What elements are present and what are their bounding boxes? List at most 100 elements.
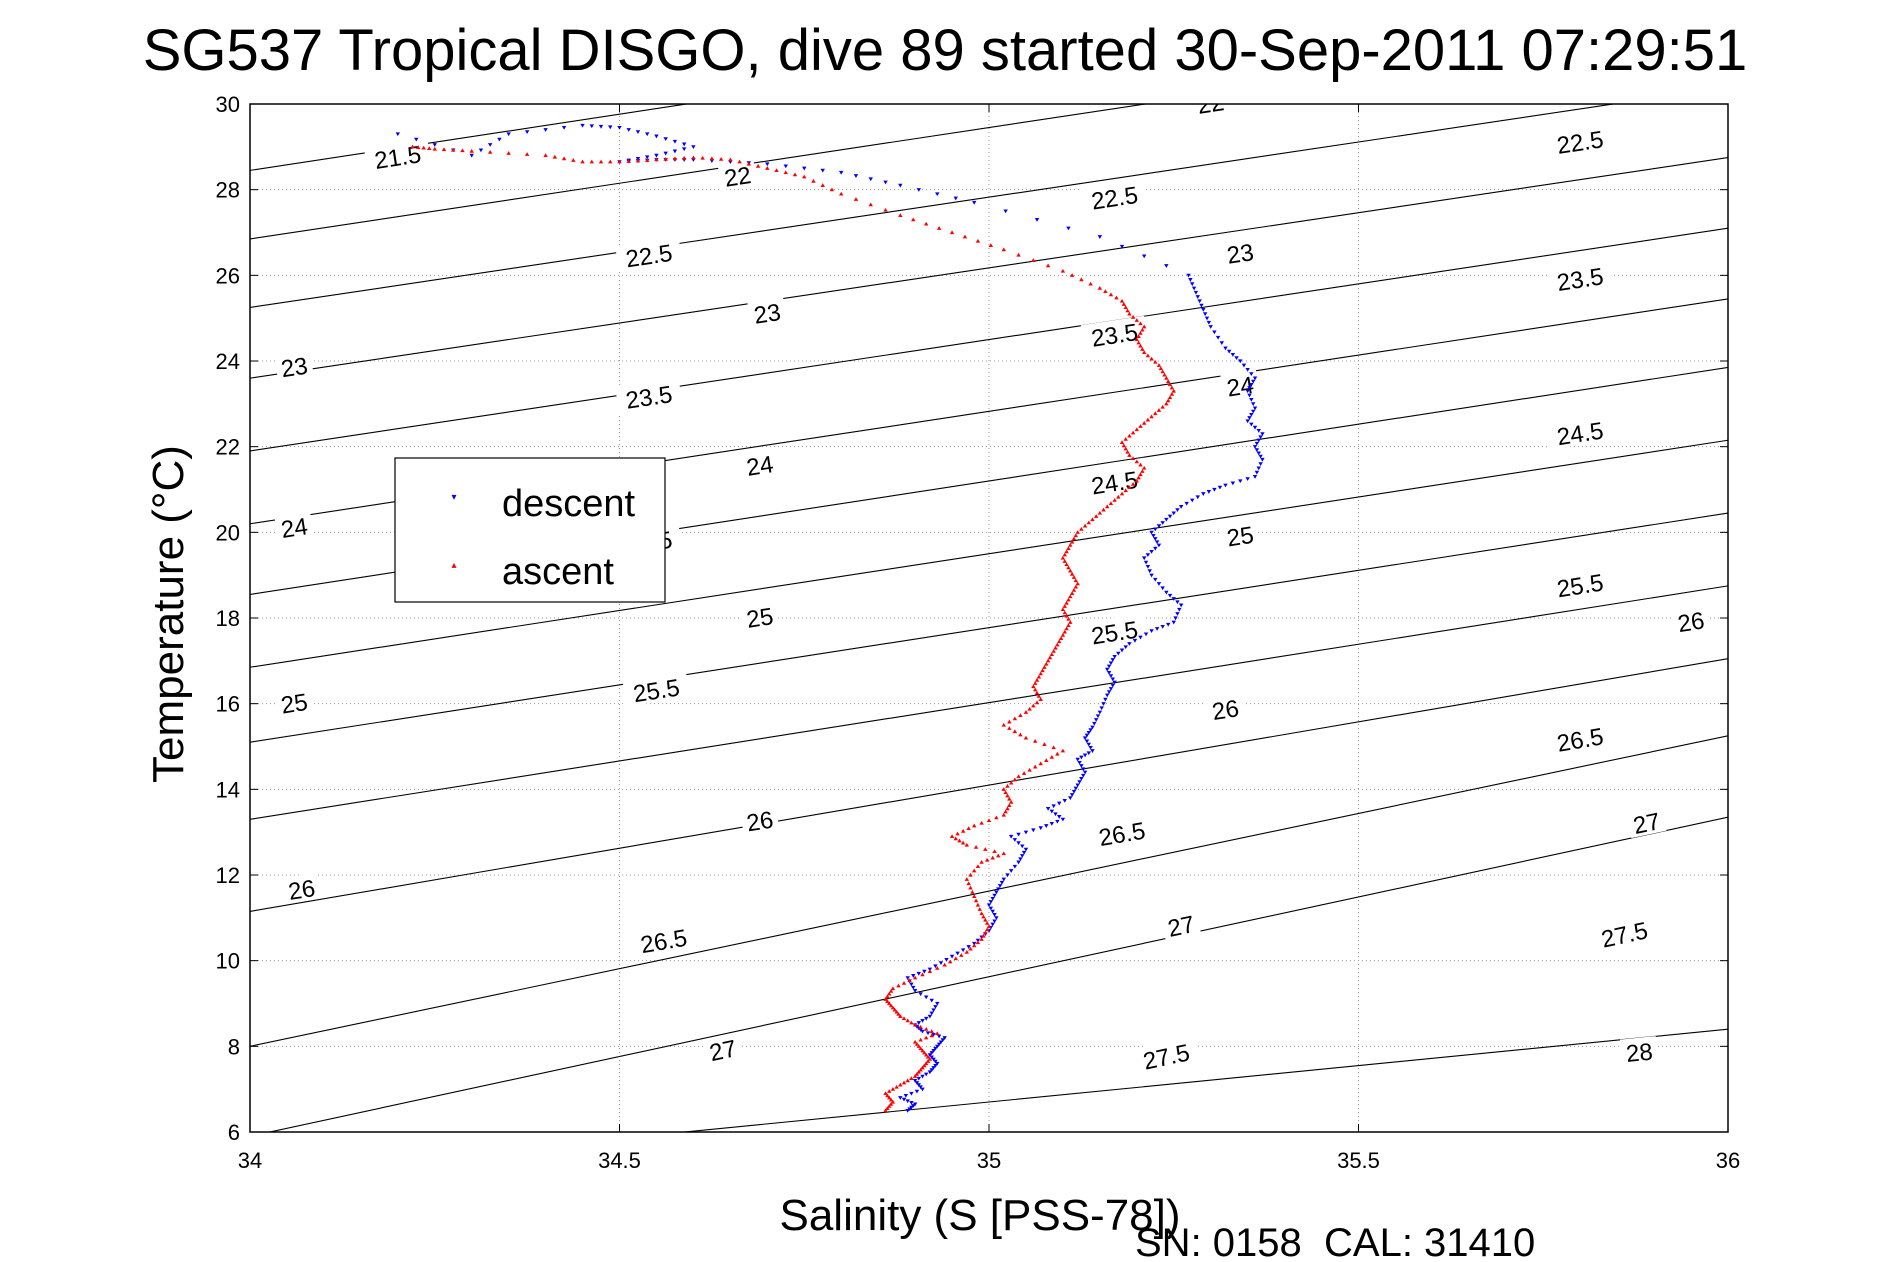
data-point-ascent: [1138, 462, 1143, 467]
data-point-descent: [992, 913, 997, 917]
data-point-ascent: [888, 1101, 894, 1106]
data-point-descent: [1081, 767, 1086, 772]
data-point-descent: [1084, 739, 1090, 744]
data-point-descent: [1079, 777, 1084, 781]
data-point-descent: [929, 1068, 934, 1073]
data-point-ascent: [1166, 379, 1171, 383]
data-point-descent: [916, 1076, 921, 1081]
data-point-ascent: [911, 217, 916, 222]
data-point-descent: [1132, 638, 1138, 643]
data-point-descent: [1191, 286, 1197, 291]
data-point-descent: [654, 134, 659, 139]
data-point-ascent: [432, 146, 437, 151]
y-tick-label: 26: [216, 263, 240, 288]
data-point-descent: [909, 1105, 914, 1110]
data-point-descent: [1153, 577, 1158, 582]
data-point-descent: [1175, 612, 1180, 616]
data-point-ascent: [1062, 629, 1067, 634]
data-point-ascent: [1136, 340, 1141, 345]
data-point-ascent: [1003, 809, 1008, 814]
data-point-ascent: [887, 1104, 892, 1108]
data-point-descent: [929, 1051, 934, 1055]
contour-label-26: 26: [745, 807, 776, 838]
data-point-ascent: [868, 202, 873, 207]
contour-label-bg: [274, 686, 314, 718]
data-point-descent: [1256, 451, 1261, 456]
data-point-ascent: [598, 159, 604, 164]
data-point-ascent: [1158, 366, 1164, 371]
data-point-descent: [1258, 454, 1263, 459]
data-point-descent: [1178, 603, 1184, 608]
data-point-descent: [1254, 470, 1260, 475]
data-point-descent: [1249, 372, 1254, 377]
data-point-descent: [1217, 485, 1223, 490]
data-point-ascent: [922, 1050, 927, 1055]
data-point-descent: [1075, 783, 1080, 788]
data-point-descent: [1127, 642, 1132, 646]
data-point-ascent: [1064, 626, 1069, 631]
data-point-ascent: [1068, 542, 1073, 547]
data-point-ascent: [918, 1046, 923, 1051]
data-point-descent: [1153, 537, 1158, 541]
data-point-ascent: [1071, 536, 1077, 541]
data-point-ascent: [909, 1076, 914, 1081]
data-point-ascent: [1062, 604, 1067, 608]
data-point-ascent: [1156, 363, 1162, 367]
data-point-descent: [1249, 422, 1254, 427]
data-point-ascent: [966, 826, 971, 831]
contour-label-24: 24: [745, 451, 775, 482]
data-point-descent: [1241, 363, 1247, 368]
data-point-ascent: [1069, 571, 1075, 576]
data-point-descent: [918, 1085, 923, 1090]
data-point-ascent: [979, 911, 984, 916]
data-point-ascent: [1027, 706, 1032, 711]
data-point-ascent: [984, 920, 990, 925]
data-point-ascent: [1038, 761, 1043, 766]
data-point-ascent: [1136, 334, 1141, 338]
data-point-descent: [580, 123, 585, 128]
contour-label-bg: [1619, 1036, 1659, 1066]
contour-line-28: [679, 1028, 1728, 1132]
data-point-descent: [645, 132, 650, 137]
data-point-descent: [868, 177, 873, 182]
data-point-descent: [1020, 854, 1025, 858]
data-point-ascent: [1141, 350, 1147, 355]
contour-label-22-5: 22.5: [624, 240, 674, 274]
data-point-descent: [1012, 864, 1018, 869]
data-point-ascent: [1008, 780, 1014, 785]
data-point-ascent: [1023, 735, 1029, 740]
data-point-descent: [1156, 543, 1162, 548]
data-point-ascent: [654, 157, 659, 162]
data-point-ascent: [839, 191, 844, 196]
data-point-descent: [1252, 376, 1258, 381]
data-point-ascent: [1103, 289, 1108, 293]
data-point-descent: [1112, 680, 1117, 685]
data-point-ascent: [1045, 263, 1051, 268]
contour-label-23-5: 23.5: [624, 381, 674, 415]
data-point-ascent: [1060, 268, 1066, 273]
data-point-descent: [1105, 667, 1110, 672]
data-point-ascent: [1060, 632, 1066, 637]
data-point-ascent: [1130, 430, 1136, 435]
data-point-ascent: [1001, 722, 1006, 727]
data-point-descent: [1175, 508, 1180, 513]
contour-label-23-5: 23.5: [1090, 319, 1140, 353]
data-point-descent: [944, 957, 949, 962]
contour-label-25-5: 25.5: [631, 674, 681, 708]
data-point-ascent: [1073, 584, 1079, 589]
data-point-ascent: [1141, 465, 1147, 470]
data-point-descent: [1178, 505, 1184, 509]
data-point-ascent: [888, 988, 894, 993]
data-point-descent: [1223, 483, 1228, 488]
data-point-ascent: [1160, 404, 1165, 409]
data-point-descent: [931, 1049, 936, 1053]
data-point-descent: [1260, 457, 1265, 462]
data-point-descent: [497, 137, 502, 142]
data-point-ascent: [975, 940, 981, 945]
data-point-ascent: [783, 170, 788, 175]
data-point-descent: [1108, 674, 1114, 679]
data-point-descent: [1197, 299, 1202, 304]
data-point-ascent: [894, 1084, 899, 1089]
data-point-ascent: [1057, 639, 1062, 644]
